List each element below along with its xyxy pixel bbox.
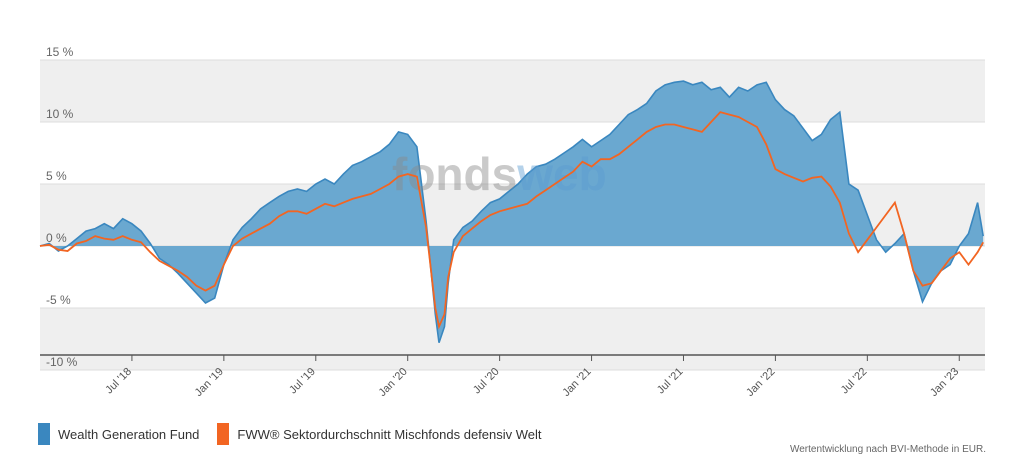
legend: Wealth Generation Fund FWW® Sektordurchs… [38,423,542,445]
legend-label-sector: FWW® Sektordurchschnitt Mischfonds defen… [237,426,542,442]
x-tick-label: Jan '23 [928,366,961,399]
grid-band [40,60,985,122]
y-tick-label: -10 % [46,355,78,369]
legend-swatch-fund [38,423,50,445]
series-fund-line [39,80,984,343]
x-tick-label: Jan '22 [744,366,777,399]
watermark: fondsweb [392,148,607,200]
grid-band [40,308,985,370]
legend-swatch-sector [217,423,230,445]
footnote: Wertentwicklung nach BVI-Methode in EUR. [789,444,986,455]
series-sector-line [39,111,984,330]
y-tick-label: -5 % [46,293,71,307]
legend-item-sector[interactable]: FWW® Sektordurchschnitt Mischfonds defen… [217,423,542,445]
series-fund-area [40,81,984,343]
legend-item-fund[interactable]: Wealth Generation Fund [38,423,199,445]
legend-label-fund: Wealth Generation Fund [58,426,200,442]
x-tick-label: Jan '19 [193,366,226,399]
y-tick-label: 5 % [46,169,67,183]
x-tick-label: Jan '20 [376,366,409,399]
y-tick-label: 10 % [46,107,74,121]
y-tick-label: 15 % [46,45,74,59]
x-tick-label: Jan '21 [560,366,593,399]
y-tick-label: 0 % [46,231,67,245]
